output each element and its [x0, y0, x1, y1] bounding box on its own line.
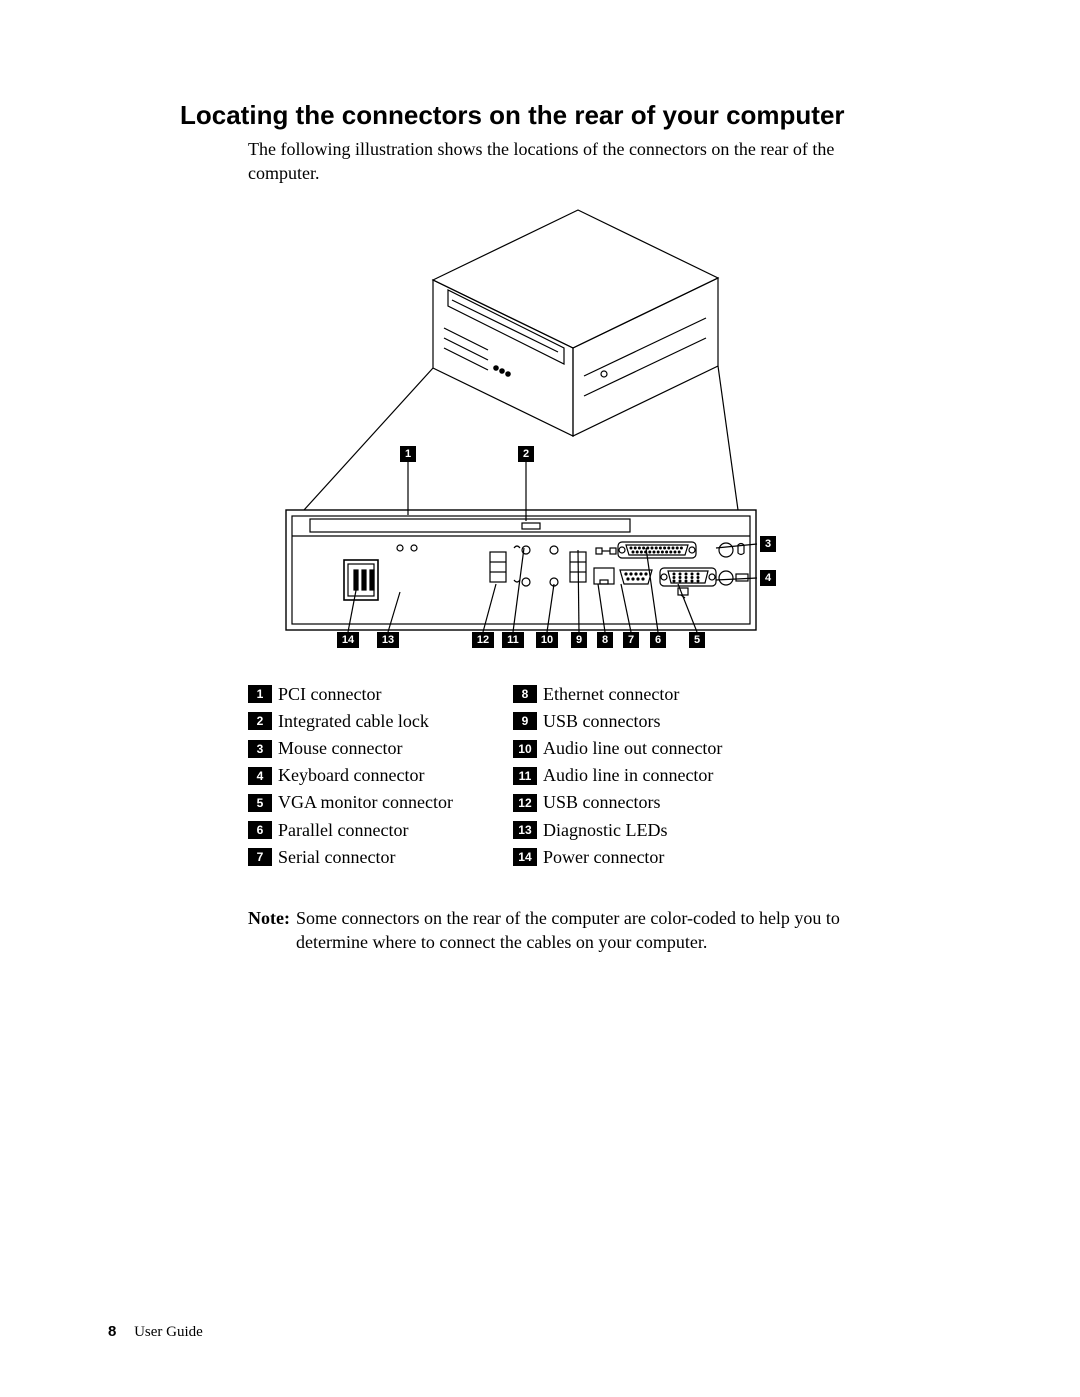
svg-text:13: 13: [382, 634, 394, 646]
legend-item: 14 Power connector: [513, 845, 722, 870]
legend-label: Audio line out connector: [543, 736, 722, 761]
callout-number: 10: [513, 740, 537, 758]
svg-text:5: 5: [694, 634, 700, 646]
svg-text:12: 12: [477, 634, 489, 646]
callout-number: 7: [248, 848, 272, 866]
legend-label: Keyboard connector: [278, 763, 424, 788]
legend-label: USB connectors: [543, 790, 660, 815]
legend-label: Parallel connector: [278, 818, 408, 843]
callout-number: 12: [513, 794, 537, 812]
callout-number: 14: [513, 848, 537, 866]
doc-title: User Guide: [134, 1324, 203, 1340]
svg-text:11: 11: [507, 634, 519, 646]
intro-paragraph: The following illustration shows the loc…: [248, 137, 900, 186]
svg-text:3: 3: [765, 538, 771, 550]
legend-label: VGA monitor connector: [278, 790, 453, 815]
note-body: Some connectors on the rear of the compu…: [296, 906, 900, 955]
legend-label: Integrated cable lock: [278, 709, 429, 734]
connector-legend: 1 PCI connector 2 Integrated cable lock 3 Mou…: [248, 682, 900, 870]
legend-item: 13 Diagnostic LEDs: [513, 818, 722, 843]
callout-number: 3: [248, 740, 272, 758]
svg-text:14: 14: [342, 634, 355, 646]
legend-item: 11 Audio line in connector: [513, 763, 722, 788]
legend-item: 7 Serial connector: [248, 845, 453, 870]
legend-label: Serial connector: [278, 845, 395, 870]
legend-item: 9 USB connectors: [513, 709, 722, 734]
svg-text:6: 6: [655, 634, 661, 646]
legend-label: Ethernet connector: [543, 682, 679, 707]
legend-label: Power connector: [543, 845, 664, 870]
legend-label: Audio line in connector: [543, 763, 713, 788]
legend-item: 4 Keyboard connector: [248, 763, 453, 788]
legend-item: 3 Mouse connector: [248, 736, 453, 761]
svg-text:2: 2: [523, 448, 529, 460]
page-footer: 8 User Guide: [108, 1323, 203, 1341]
callout-number: 8: [513, 685, 537, 703]
section-heading: Locating the connectors on the rear of y…: [180, 100, 900, 131]
legend-column-left: 1 PCI connector 2 Integrated cable lock 3 Mou…: [248, 682, 453, 870]
callout-number: 13: [513, 821, 537, 839]
svg-text:10: 10: [541, 634, 553, 646]
legend-item: 10 Audio line out connector: [513, 736, 722, 761]
svg-text:7: 7: [628, 634, 634, 646]
legend-label: Mouse connector: [278, 736, 402, 761]
callout-number: 2: [248, 712, 272, 730]
legend-column-right: 8 Ethernet connector 9 USB connectors 10 Audi…: [513, 682, 722, 870]
callout-number: 11: [513, 767, 537, 785]
svg-text:9: 9: [576, 634, 582, 646]
legend-item: 6 Parallel connector: [248, 818, 453, 843]
legend-label: PCI connector: [278, 682, 381, 707]
page-number: 8: [108, 1323, 116, 1340]
diagram-container: 1234141312111098765: [248, 200, 900, 670]
rear-connectors-diagram: 1234141312111098765: [248, 200, 808, 670]
svg-text:4: 4: [765, 572, 772, 584]
legend-item: 8 Ethernet connector: [513, 682, 722, 707]
legend-item: 12 USB connectors: [513, 790, 722, 815]
callout-number: 6: [248, 821, 272, 839]
legend-item: 2 Integrated cable lock: [248, 709, 453, 734]
callout-number: 9: [513, 712, 537, 730]
legend-item: 5 VGA monitor connector: [248, 790, 453, 815]
svg-text:8: 8: [602, 634, 608, 646]
note-label: Note:: [248, 906, 290, 955]
callout-number: 1: [248, 685, 272, 703]
legend-item: 1 PCI connector: [248, 682, 453, 707]
legend-label: Diagnostic LEDs: [543, 818, 667, 843]
legend-label: USB connectors: [543, 709, 660, 734]
document-page: Locating the connectors on the rear of y…: [0, 0, 1080, 1397]
note-block: Note: Some connectors on the rear of the…: [248, 906, 900, 955]
svg-text:1: 1: [405, 448, 411, 460]
callout-number: 5: [248, 794, 272, 812]
callout-number: 4: [248, 767, 272, 785]
